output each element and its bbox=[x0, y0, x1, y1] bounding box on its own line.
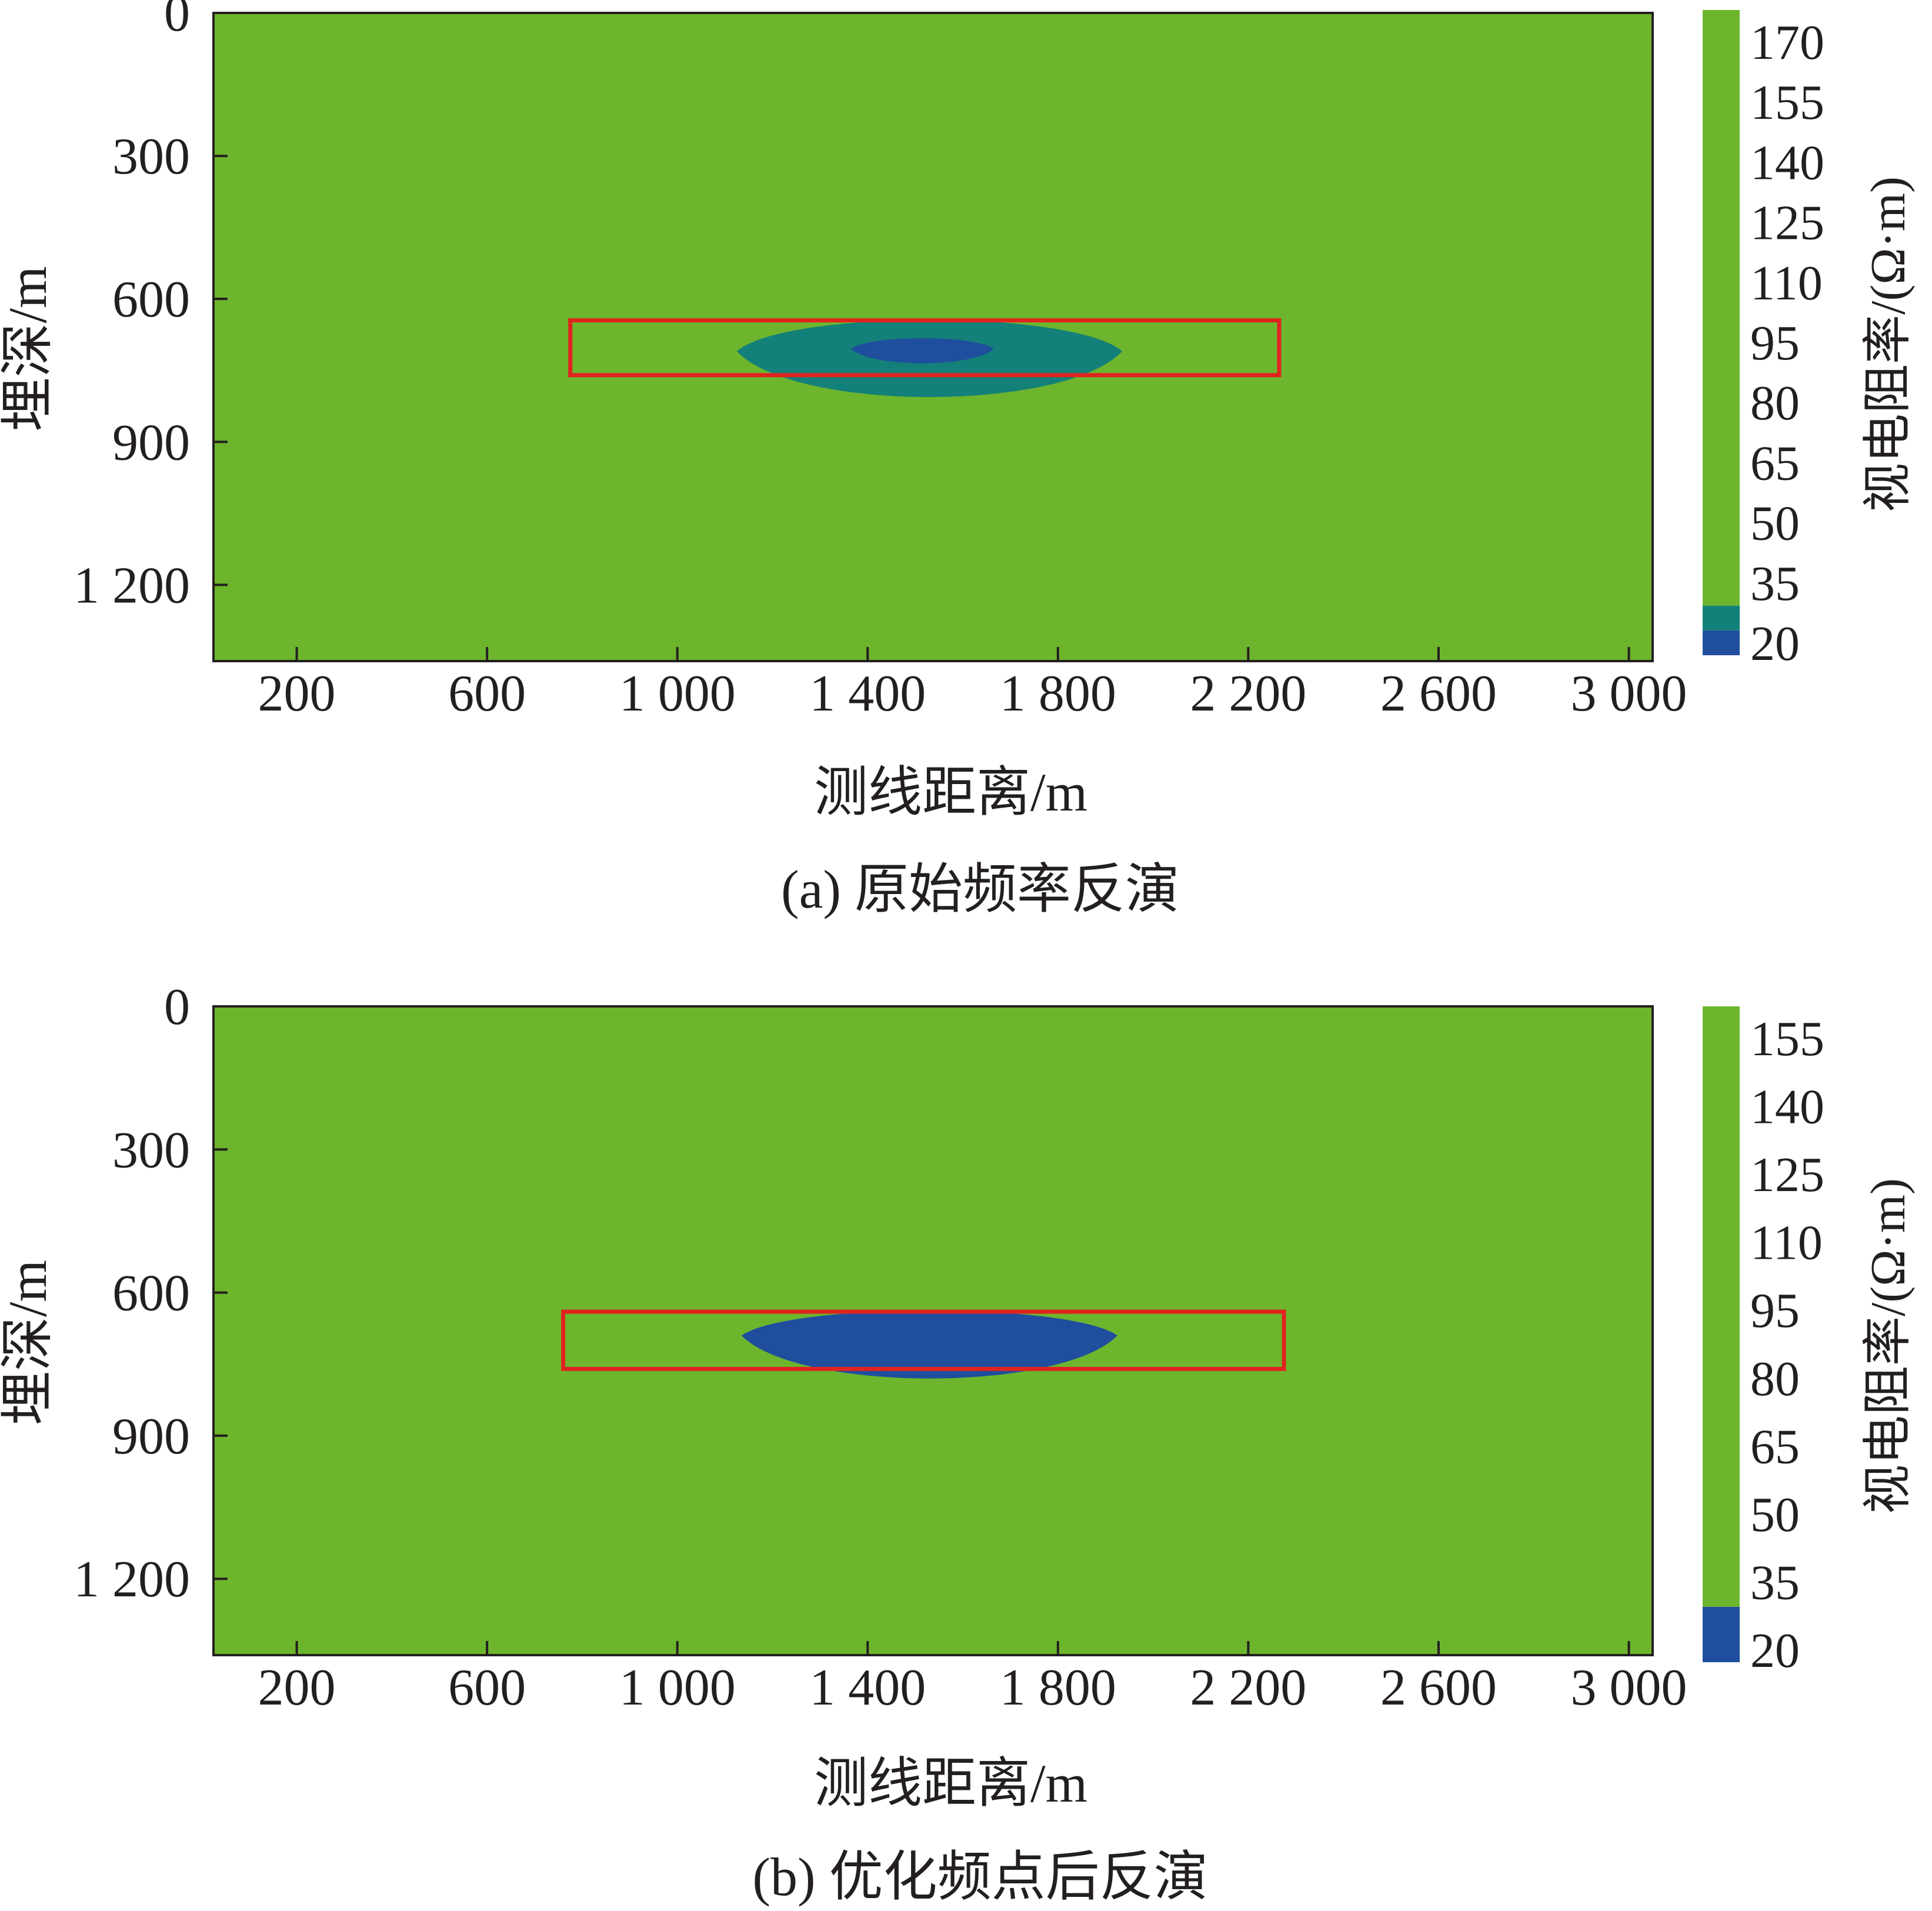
x-tick-label: 600 bbox=[448, 1659, 526, 1716]
y-tick-label: 900 bbox=[112, 1408, 190, 1465]
colorbar-tick-label: 170 bbox=[1750, 15, 1824, 70]
colorbar-tick-label: 80 bbox=[1750, 376, 1800, 431]
colorbar-segment bbox=[1703, 10, 1740, 606]
colorbar-tick-label: 35 bbox=[1750, 1555, 1800, 1610]
x-tick-label: 600 bbox=[448, 665, 526, 722]
x-tick-label: 1 000 bbox=[619, 1659, 736, 1716]
y-tick-label: 300 bbox=[112, 1122, 190, 1179]
colorbar-tick-label: 125 bbox=[1750, 196, 1824, 251]
plot-frame bbox=[212, 1005, 1654, 1656]
x-axis-label: 测线距离/m bbox=[814, 762, 1087, 822]
colorbar-tick-label: 35 bbox=[1750, 556, 1800, 611]
y-axis-label: 埋深/m bbox=[0, 1260, 58, 1425]
x-tick-label: 1 400 bbox=[809, 1659, 926, 1716]
y-tick-label: 600 bbox=[112, 1265, 190, 1322]
x-tick-label: 200 bbox=[258, 665, 336, 722]
highlight-box bbox=[568, 318, 1282, 378]
x-tick-label: 2 600 bbox=[1380, 1659, 1497, 1716]
x-tick-label: 3 000 bbox=[1571, 1659, 1687, 1716]
x-tick-label: 1 400 bbox=[809, 665, 926, 722]
x-tick-label: 2 200 bbox=[1190, 665, 1306, 722]
y-axis-label: 埋深/m bbox=[0, 266, 58, 431]
x-tick-label: 200 bbox=[258, 1659, 336, 1716]
x-tick-label: 1 800 bbox=[1000, 665, 1116, 722]
colorbar-tick-label: 65 bbox=[1750, 1419, 1800, 1474]
colorbar-tick-label: 20 bbox=[1750, 616, 1800, 671]
colorbar-tick-label: 50 bbox=[1750, 1488, 1800, 1542]
colorbar-tick-label: 65 bbox=[1750, 436, 1800, 491]
colorbar-tick-label: 155 bbox=[1750, 1012, 1824, 1066]
panel-caption: (b) 优化频点后反演 bbox=[752, 1847, 1207, 1907]
colorbar-tick-label: 110 bbox=[1750, 256, 1823, 311]
y-tick-label: 600 bbox=[112, 271, 190, 328]
x-tick-label: 2 200 bbox=[1190, 1659, 1306, 1716]
colorbar-tick-label: 110 bbox=[1750, 1216, 1823, 1270]
colorbar-tick-label: 140 bbox=[1750, 135, 1824, 190]
colorbar-tick-label: 95 bbox=[1750, 316, 1800, 371]
colorbar-title: 视电阻率/(Ω·m) bbox=[1861, 176, 1916, 512]
x-tick-label: 1 800 bbox=[1000, 1659, 1116, 1716]
colorbar-title: 视电阻率/(Ω·m) bbox=[1861, 1178, 1916, 1514]
highlight-box bbox=[561, 1309, 1286, 1371]
panel-b: 200 600 1 000 1 400 1 800 2 200 2 600 3 000 0 300… bbox=[0, 979, 1916, 1907]
plot-frame bbox=[212, 12, 1654, 662]
colorbar-tick-label: 125 bbox=[1750, 1148, 1824, 1202]
colorbar-tick-label: 95 bbox=[1750, 1283, 1800, 1338]
x-tick-label: 1 000 bbox=[619, 665, 736, 722]
anomaly-group bbox=[741, 1310, 1117, 1379]
colorbar-segment bbox=[1703, 605, 1740, 631]
anomaly-region-1 bbox=[741, 1310, 1117, 1379]
panel-a: 200 600 1 000 1 400 1 800 2 200 2 600 3 000 0 300… bbox=[0, 0, 1916, 919]
anomaly-group bbox=[736, 319, 1123, 398]
colorbar-tick-label: 80 bbox=[1750, 1352, 1800, 1406]
colorbar-tick-label: 140 bbox=[1750, 1080, 1824, 1135]
x-axis-label: 测线距离/m bbox=[814, 1753, 1087, 1813]
colorbar-tick-label: 50 bbox=[1750, 496, 1800, 551]
y-tick-label: 900 bbox=[112, 414, 190, 471]
x-tick-label: 2 600 bbox=[1380, 665, 1497, 722]
y-tick-label: 300 bbox=[112, 128, 190, 185]
y-tick-label: 0 bbox=[164, 0, 190, 42]
x-tick-label: 3 000 bbox=[1571, 665, 1687, 722]
y-tick-label: 1 200 bbox=[74, 557, 190, 614]
y-tick-label: 0 bbox=[164, 979, 190, 1036]
colorbar-tick-label: 20 bbox=[1750, 1623, 1800, 1678]
colorbar-segment bbox=[1703, 1006, 1740, 1607]
panel-caption: (a) 原始频率反演 bbox=[781, 859, 1179, 919]
colorbar-segment bbox=[1703, 1606, 1740, 1662]
anomaly-region-2 bbox=[850, 338, 994, 363]
y-tick-label: 1 200 bbox=[74, 1551, 190, 1608]
colorbar-tick-label: 155 bbox=[1750, 75, 1824, 130]
colorbar-segment bbox=[1703, 630, 1740, 655]
